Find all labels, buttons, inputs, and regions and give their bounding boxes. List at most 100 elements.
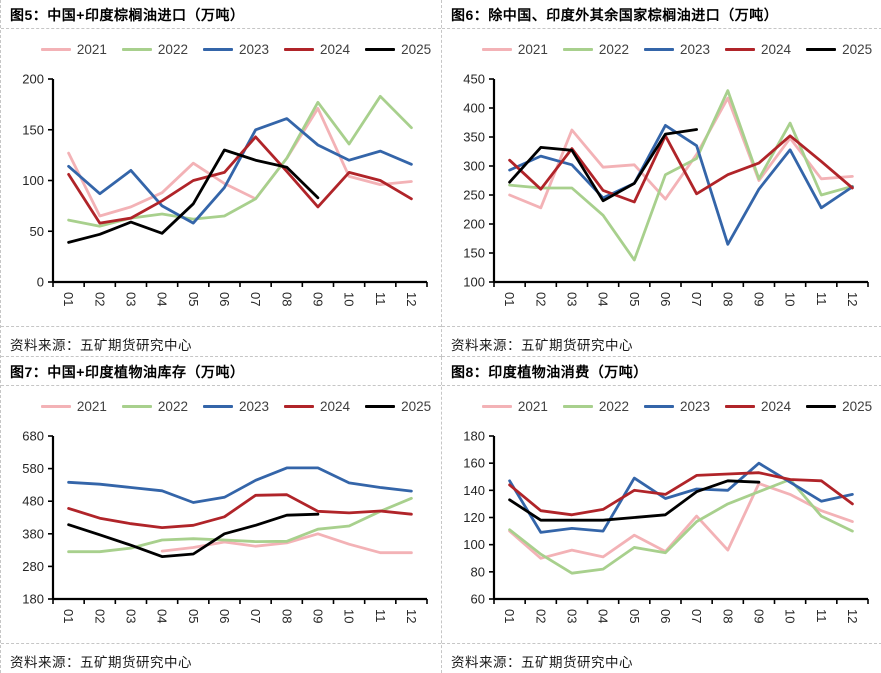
series-line-2022 — [67, 496, 413, 554]
legend-label: 2022 — [157, 41, 188, 57]
line-chart: 0 50 100 150 200 01 02 03 04 05 06 07 08 09 10 11 12 — [1, 65, 441, 326]
svg-text:04: 04 — [596, 609, 611, 623]
line-chart-svg: 100 150 200 250 300 350 400 450 01 02 03 04 05 06 07 08… — [463, 72, 869, 306]
legend-swatch — [643, 47, 674, 51]
series-line-2023 — [67, 466, 413, 504]
svg-text:05: 05 — [627, 292, 642, 306]
legend-label: 2024 — [320, 398, 351, 414]
svg-text:01: 01 — [61, 292, 76, 306]
source-text: 资料来源：五矿期货研究中心 — [442, 643, 881, 673]
legend-item-2023: 2023 — [202, 42, 269, 57]
svg-text:180: 180 — [463, 429, 485, 444]
legend-label: 2023 — [238, 398, 270, 414]
svg-text:09: 09 — [751, 292, 766, 306]
legend-swatch — [121, 404, 152, 408]
line-chart: 60 80 100 120 140 160 180 01 02 03 04 05 06 07 08 09 10 1… — [442, 422, 881, 643]
svg-text:09: 09 — [751, 609, 766, 623]
legend-label: 2024 — [320, 41, 351, 57]
legend-label: 2021 — [76, 41, 107, 57]
legend-label: 2021 — [517, 398, 548, 414]
svg-text:10: 10 — [783, 609, 798, 623]
chart-title: 图8：印度植物油消费（万吨） — [442, 357, 881, 386]
svg-text:150: 150 — [463, 246, 485, 261]
legend-item-2021: 2021 — [40, 399, 107, 414]
line-chart-svg: 0 50 100 150 200 01 02 03 04 05 06 07 08 09 10 11 12 — [22, 72, 428, 306]
svg-text:06: 06 — [658, 292, 673, 306]
legend-swatch — [40, 404, 71, 408]
svg-text:580: 580 — [22, 461, 44, 476]
legend-swatch — [643, 404, 674, 408]
legend-swatch — [725, 47, 756, 51]
legend-item-2025: 2025 — [365, 42, 431, 57]
legend-swatch — [121, 47, 152, 51]
svg-text:03: 03 — [123, 609, 138, 623]
svg-text:300: 300 — [463, 159, 485, 174]
svg-text:04: 04 — [155, 609, 170, 623]
svg-text:06: 06 — [217, 609, 232, 623]
svg-text:140: 140 — [463, 483, 485, 498]
series-line-2023 — [508, 124, 854, 246]
legend-item-2024: 2024 — [725, 42, 791, 57]
legend-swatch — [481, 47, 512, 51]
legend-label: 2023 — [679, 41, 711, 57]
legend-swatch — [202, 47, 233, 51]
legend-item-2024: 2024 — [284, 42, 350, 57]
svg-text:50: 50 — [30, 224, 44, 239]
legend-item-2022: 2022 — [121, 399, 188, 414]
svg-text:07: 07 — [689, 609, 704, 623]
svg-text:280: 280 — [22, 559, 44, 574]
source-text: 资料来源：五矿期货研究中心 — [1, 643, 441, 673]
svg-text:200: 200 — [463, 217, 485, 232]
series-line-2023 — [508, 461, 854, 534]
svg-text:02: 02 — [92, 292, 107, 306]
legend-label: 2025 — [842, 41, 873, 57]
legend-swatch — [562, 47, 593, 51]
source-text: 资料来源：五矿期货研究中心 — [1, 326, 441, 356]
svg-text:680: 680 — [22, 429, 44, 444]
legend-label: 2024 — [761, 398, 792, 414]
line-chart: 100 150 200 250 300 350 400 450 01 02 03 04 05 06 07 08… — [442, 65, 881, 326]
series-line-2024 — [508, 134, 854, 204]
legend-item-2023: 2023 — [643, 398, 711, 414]
series-line-2023 — [67, 117, 413, 225]
svg-text:08: 08 — [720, 609, 735, 623]
series-line-2025 — [508, 128, 698, 203]
svg-text:04: 04 — [155, 292, 170, 306]
legend-item-2024: 2024 — [284, 399, 350, 414]
chart-legend: 2021 2022 2023 2024 2025 — [1, 33, 441, 65]
series-line-2025 — [67, 148, 320, 244]
series-line-2025 — [508, 479, 761, 522]
svg-text:480: 480 — [22, 494, 44, 509]
legend-item-2024: 2024 — [725, 399, 791, 414]
chart-title: 图7：中国+印度植物油库存（万吨） — [1, 357, 441, 386]
svg-text:09: 09 — [310, 609, 325, 623]
legend-swatch — [40, 47, 71, 51]
svg-text:350: 350 — [463, 130, 485, 145]
legend-swatch — [806, 47, 837, 51]
svg-text:160: 160 — [463, 456, 485, 471]
svg-text:12: 12 — [845, 292, 860, 306]
svg-text:10: 10 — [342, 609, 357, 623]
legend-item-2022: 2022 — [121, 41, 188, 57]
legend-label: 2025 — [842, 398, 873, 414]
legend-item-2021: 2021 — [40, 41, 107, 57]
legend-item-2023: 2023 — [202, 398, 270, 414]
line-chart: 180 280 380 480 580 680 01 02 03 04 05 06 07 08 09 10 11… — [1, 422, 441, 643]
svg-text:400: 400 — [463, 101, 485, 116]
legend-label: 2023 — [679, 398, 711, 414]
svg-text:200: 200 — [22, 72, 44, 87]
svg-text:01: 01 — [61, 609, 76, 623]
line-chart-svg: 60 80 100 120 140 160 180 01 02 03 04 05 06 07 08 09 10 1… — [463, 429, 869, 623]
legend-swatch — [284, 404, 315, 408]
svg-text:100: 100 — [463, 537, 485, 552]
legend-swatch — [365, 47, 396, 51]
legend-label: 2025 — [401, 41, 432, 57]
chart-panel-5: 图5：中国+印度棕榈油进口（万吨） 2021 2022 2023 2024 2025 0… — [1, 0, 442, 357]
legend-item-2025: 2025 — [365, 399, 431, 414]
svg-text:03: 03 — [564, 292, 579, 306]
chart-legend: 2021 2022 2023 2024 2025 — [1, 390, 441, 422]
svg-text:380: 380 — [22, 526, 44, 541]
legend-swatch — [284, 47, 315, 51]
svg-text:08: 08 — [279, 292, 294, 306]
svg-text:03: 03 — [123, 292, 138, 306]
